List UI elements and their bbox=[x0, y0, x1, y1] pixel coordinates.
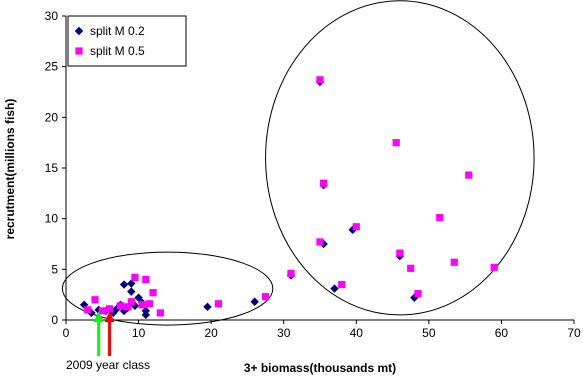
diamond-point bbox=[330, 284, 339, 293]
square-point bbox=[450, 258, 458, 266]
square-point bbox=[414, 290, 422, 298]
legend-marker bbox=[74, 26, 84, 36]
y-tick-label: 20 bbox=[45, 110, 59, 124]
square-point bbox=[156, 309, 164, 317]
square-point bbox=[124, 303, 132, 311]
x-tick-label: 70 bbox=[567, 326, 581, 340]
square-point bbox=[320, 179, 328, 187]
diamond-point bbox=[203, 302, 212, 312]
square-point bbox=[116, 302, 125, 310]
x-tick-label: 60 bbox=[495, 326, 509, 340]
cluster-ellipse bbox=[265, 0, 535, 316]
legend-box bbox=[67, 15, 187, 67]
square-point bbox=[316, 76, 324, 84]
tick-layer: 0 5 10 15 20 25 30 0 10 20 30 40 50 60 70 bbox=[45, 9, 581, 340]
square-point bbox=[214, 300, 222, 308]
diamond-point bbox=[119, 280, 129, 289]
square-point bbox=[490, 263, 498, 271]
y-tick-label: 0 bbox=[51, 313, 58, 327]
square-point bbox=[145, 300, 154, 308]
y-axis-title: recrutment(millions fish) bbox=[3, 99, 17, 240]
x-tick-label: 10 bbox=[132, 326, 146, 340]
legend-label: split M 0.2 bbox=[90, 24, 145, 38]
square-point bbox=[138, 301, 146, 309]
year-class-arrowhead bbox=[93, 311, 104, 322]
x-tick-label: 30 bbox=[277, 326, 291, 340]
diamond-point bbox=[250, 297, 259, 306]
diamond-point bbox=[319, 239, 328, 249]
square-point bbox=[84, 306, 92, 314]
square-point bbox=[261, 293, 270, 301]
square-point bbox=[396, 249, 404, 257]
y-tick-label: 10 bbox=[45, 212, 59, 226]
points-layer bbox=[79, 76, 498, 320]
arrow-layer bbox=[93, 311, 115, 356]
diamond-point bbox=[141, 310, 151, 320]
square-point bbox=[105, 305, 114, 313]
diamond-point bbox=[87, 308, 96, 318]
square-point bbox=[131, 273, 139, 282]
square-point bbox=[287, 269, 295, 277]
x-tick-label: 20 bbox=[204, 326, 218, 340]
square-point bbox=[127, 298, 135, 306]
square-point bbox=[316, 238, 324, 246]
legend-marker bbox=[75, 47, 83, 55]
square-point bbox=[465, 171, 473, 179]
square-point bbox=[407, 264, 415, 272]
legend: split M 0.2 split M 0.5 bbox=[67, 15, 187, 67]
square-point bbox=[338, 280, 346, 289]
year-class-arrowhead bbox=[104, 311, 115, 322]
cluster-ellipse bbox=[61, 251, 274, 326]
y-tick-label: 5 bbox=[51, 262, 58, 276]
square-point bbox=[436, 214, 444, 222]
square-point bbox=[98, 307, 106, 315]
x-tick-label: 50 bbox=[422, 326, 436, 340]
y-tick-label: 15 bbox=[45, 161, 59, 175]
legend-items: split M 0.2 split M 0.5 bbox=[74, 24, 145, 58]
ellipse-layer bbox=[61, 0, 535, 326]
diamond-point bbox=[127, 287, 136, 296]
diamond-point bbox=[134, 293, 143, 302]
diamond-point bbox=[127, 279, 136, 288]
x-tick-label: 40 bbox=[350, 326, 364, 340]
square-point bbox=[392, 139, 400, 147]
square-point bbox=[91, 296, 99, 304]
year-class-label: 2009 year class bbox=[66, 358, 150, 372]
legend-label: split M 0.5 bbox=[90, 44, 145, 58]
square-point bbox=[352, 223, 360, 231]
x-tick-label: 0 bbox=[63, 326, 70, 340]
square-point bbox=[149, 289, 157, 297]
x-axis-title: 3+ biomass(thousands mt) bbox=[244, 361, 396, 375]
y-tick-label: 25 bbox=[45, 60, 59, 74]
y-tick-label: 30 bbox=[45, 9, 59, 23]
square-point bbox=[142, 275, 150, 284]
